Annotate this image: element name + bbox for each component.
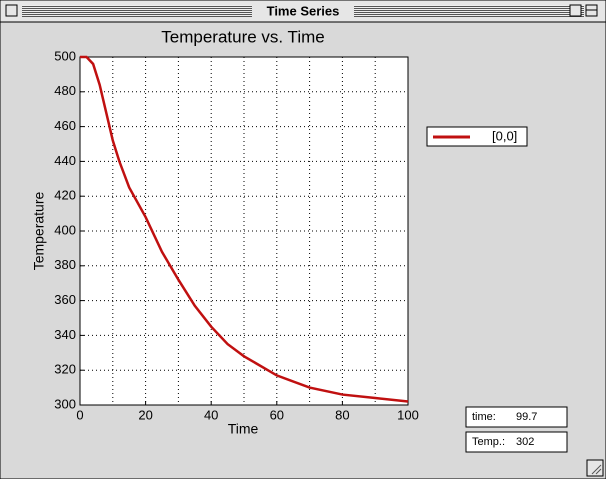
y-tick-label: 460: [54, 118, 76, 133]
window-title: Time Series: [267, 3, 340, 18]
readout-box: [465, 431, 568, 453]
x-axis-label: Time: [228, 421, 259, 437]
y-tick-label: 480: [54, 83, 76, 98]
y-axis-label: Temperature: [31, 191, 47, 270]
y-tick-label: 300: [54, 396, 76, 411]
title-bg: [252, 3, 354, 19]
x-tick-label: 20: [138, 407, 152, 422]
x-tick-label: 100: [397, 407, 419, 422]
x-tick-label: 60: [270, 407, 284, 422]
readout-value: 99.7: [516, 411, 537, 423]
y-tick-label: 320: [54, 362, 76, 377]
series-line: [80, 55, 409, 403]
resize-grip[interactable]: [586, 459, 604, 477]
legend-label: [0,0]: [492, 128, 517, 143]
x-tick-label: 0: [76, 407, 83, 422]
readout-value: 302: [516, 436, 534, 448]
y-tick-label: 500: [54, 48, 76, 63]
chart-title: Temperature vs. Time: [161, 27, 324, 46]
y-tick-label: 380: [54, 257, 76, 272]
readout-label: Temp.:: [472, 436, 505, 448]
x-tick-label: 40: [204, 407, 218, 422]
y-tick-label: 340: [54, 327, 76, 342]
close-box[interactable]: [5, 4, 18, 17]
readout-box: [465, 406, 568, 428]
readout-label: time:: [472, 411, 496, 423]
y-tick-label: 420: [54, 188, 76, 203]
y-tick-label: 360: [54, 292, 76, 307]
y-tick-label: 400: [54, 222, 76, 237]
grip-lines: [591, 464, 602, 475]
y-tick-label: 440: [54, 153, 76, 168]
zoom-box[interactable]: [569, 4, 582, 17]
legend-box: [426, 126, 528, 147]
x-tick-label: 80: [335, 407, 349, 422]
